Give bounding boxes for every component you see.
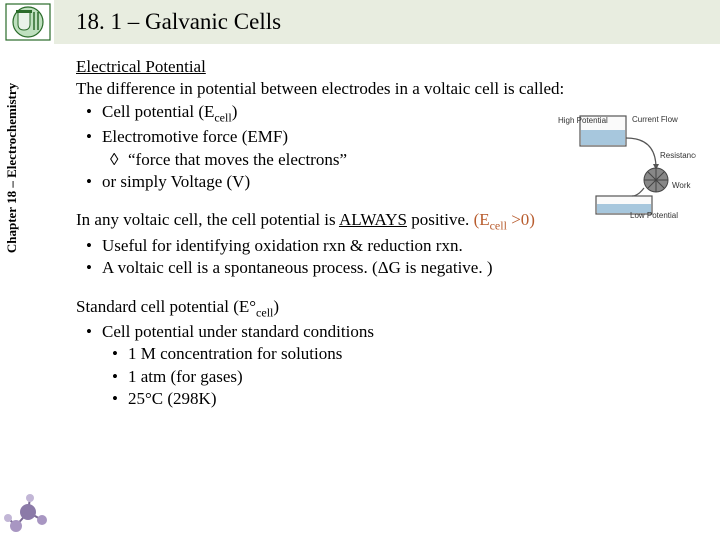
list-item: 25°C (298K) — [76, 388, 702, 410]
section-heading: Electrical Potential — [76, 57, 206, 76]
slide-content: Electrical Potential The difference in p… — [76, 56, 702, 410]
list-item: 1 atm (for gases) — [76, 366, 702, 388]
list-item: Useful for identifying oxidation rxn & r… — [76, 235, 702, 257]
list-item: 1 M concentration for solutions — [76, 343, 702, 365]
slide-title: 18. 1 – Galvanic Cells — [76, 9, 281, 35]
chapter-label: Chapter 18 – Electrochemistry — [4, 38, 20, 298]
list-item: Cell potential (Ecell) — [76, 101, 702, 126]
section-always-positive: In any voltaic cell, the cell potential … — [76, 209, 702, 279]
always-text: ALWAYS — [339, 210, 407, 229]
section-subheading: Standard cell potential (E° — [76, 297, 256, 316]
list-item: “force that moves the electrons” — [76, 149, 702, 171]
list-item: Cell potential under standard conditions — [76, 321, 702, 343]
list-item: A voltaic cell is a spontaneous process.… — [76, 257, 702, 279]
section-standard-potential: Standard cell potential (E°cell) Cell po… — [76, 296, 702, 411]
list-item: Electromotive force (EMF) — [76, 126, 702, 148]
section-electrical-potential: Electrical Potential The difference in p… — [76, 56, 702, 193]
list-item: or simply Voltage (V) — [76, 171, 702, 193]
section-intro: The difference in potential between elec… — [76, 79, 564, 98]
slide-header: 18. 1 – Galvanic Cells — [54, 0, 720, 44]
molecule-icon — [2, 490, 54, 538]
